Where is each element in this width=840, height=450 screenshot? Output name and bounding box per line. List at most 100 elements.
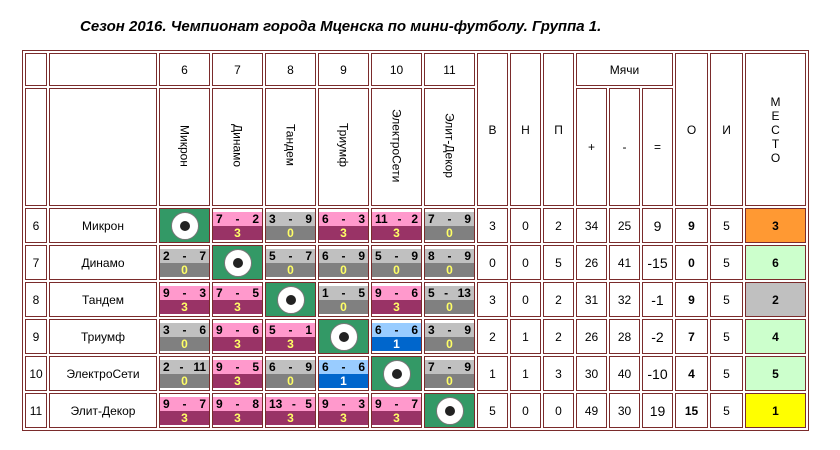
score-separator: -: [235, 396, 240, 411]
col-team-name: Триумф: [336, 123, 351, 168]
losses-value: 5: [555, 255, 562, 270]
match-points: 3: [393, 299, 400, 314]
draws-cell: 0: [510, 393, 541, 428]
goals-against-value: 28: [617, 329, 632, 344]
goals-scored: 7: [428, 359, 435, 374]
goals-against-value: 41: [617, 255, 632, 270]
match-points: 3: [234, 373, 241, 388]
games-cell: 5: [710, 282, 743, 317]
team-name: Микрон: [82, 218, 124, 233]
match-points: 3: [234, 225, 241, 240]
row-number-text: 10: [29, 366, 43, 381]
goals-against-cell: 25: [609, 208, 640, 243]
goals-conceded: 8: [252, 396, 259, 411]
losses-value: 2: [555, 218, 562, 233]
team-row: 10 ЭлектроСети 2-11 0 9-5 3 6-9 0 6-6 1 7-9 0 1 1 3 30 4…: [25, 356, 806, 391]
goals-conceded: 9: [464, 211, 471, 226]
losses-header: П: [543, 53, 574, 206]
wins-cell: 5: [477, 393, 508, 428]
team-name-cell: Триумф: [49, 319, 157, 354]
goals-against-header-label: -: [622, 140, 627, 154]
draws-value: 0: [522, 255, 529, 270]
goals-conceded: 3: [358, 396, 365, 411]
score-separator: -: [288, 359, 293, 374]
wins-value: 3: [489, 292, 496, 307]
match-points: 0: [446, 262, 453, 277]
col-team-name: Динамо: [230, 123, 245, 168]
goals-label: Мячи: [609, 62, 640, 77]
goals-conceded: 9: [305, 211, 312, 226]
soccer-ball-icon: [170, 211, 199, 240]
match-points: 1: [340, 373, 347, 388]
self-match-cell: [159, 208, 210, 243]
col-number: 11: [443, 62, 456, 77]
soccer-ball-icon: [329, 322, 358, 351]
match-result-cell: 11-2 3: [371, 208, 422, 243]
goals-scored: 9: [375, 396, 382, 411]
goals-conceded: 9: [464, 359, 471, 374]
team-header-cell: [49, 53, 157, 86]
games-value: 5: [723, 366, 730, 381]
row-number-text: 6: [32, 218, 40, 233]
points-cell: 9: [675, 208, 708, 243]
team-name: Динамо: [81, 255, 125, 270]
place-letter: О: [770, 150, 781, 165]
points-cell: 15: [675, 393, 708, 428]
place-letter: Т: [771, 136, 780, 151]
score-separator: -: [235, 285, 240, 300]
goals-against-cell: 32: [609, 282, 640, 317]
soccer-ball-icon: [435, 396, 464, 425]
goals-conceded: 6: [252, 322, 259, 337]
col-number-header: 8: [265, 53, 316, 86]
goal-diff-value: -2: [651, 328, 664, 345]
wins-header: В: [477, 53, 508, 206]
col-number-header: 10: [371, 53, 422, 86]
col-team-header: Триумф: [318, 88, 369, 206]
team-name: ЭлектроСети: [66, 366, 140, 381]
col-team-header: Элит-Декор: [424, 88, 475, 206]
self-match-cell: [424, 393, 475, 428]
page-title: Сезон 2016. Чемпионат города Мценска по …: [80, 18, 602, 35]
goal-diff-header: =: [642, 88, 673, 206]
col-team-name: Тандем: [283, 124, 298, 167]
goals-conceded: 6: [411, 285, 418, 300]
wins-cell: 2: [477, 319, 508, 354]
col-team-name: Микрон: [177, 124, 192, 167]
goal-diff-cell: 19: [642, 393, 673, 428]
match-points: 0: [446, 225, 453, 240]
match-points: 3: [181, 299, 188, 314]
draws-value: 0: [522, 292, 529, 307]
goal-diff-cell: -2: [642, 319, 673, 354]
col-number: 6: [181, 62, 188, 77]
losses-cell: 5: [543, 245, 574, 280]
team-name-cell: Микрон: [49, 208, 157, 243]
match-points: 0: [446, 373, 453, 388]
goals-scored: 6: [375, 322, 382, 337]
goals-conceded: 9: [358, 248, 365, 263]
corner-cell: [25, 53, 47, 86]
col-number: 9: [340, 62, 347, 77]
col-number-header: 6: [159, 53, 210, 86]
soccer-ball-icon: [223, 248, 252, 277]
wins-cell: 0: [477, 245, 508, 280]
wins-value: 5: [489, 403, 496, 418]
points-value: 9: [688, 292, 695, 307]
place-value: 2: [772, 292, 779, 307]
team-row: 9 Триумф 3-6 0 9-6 3 5-1 3 6-6 1 3-9 0 2 1 2 26 28 -2 7 5 4: [25, 319, 806, 354]
score-separator: -: [341, 396, 346, 411]
goal-diff-value: -1: [651, 291, 664, 308]
place-letter: Е: [771, 108, 780, 123]
points-label: О: [686, 122, 697, 137]
soccer-ball-icon: [276, 285, 305, 314]
goals-scored: 9: [216, 359, 223, 374]
goal-diff-header-label: =: [653, 140, 661, 154]
goals-scored: 6: [269, 359, 276, 374]
goal-diff-value: 9: [653, 217, 662, 234]
